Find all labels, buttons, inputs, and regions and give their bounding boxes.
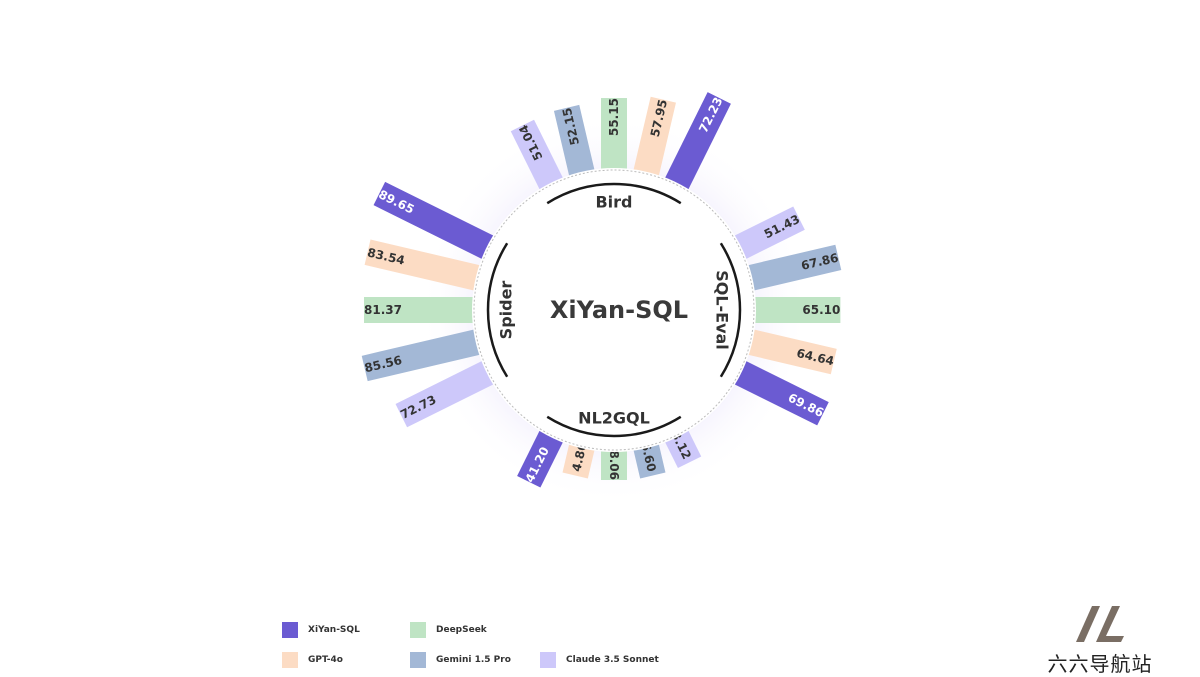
bar-sql-eval-gpt-4o [739,327,837,375]
legend-item-claude-3-5-sonnet: Claude 3.5 Sonnet [540,652,659,668]
bar-bird-claude-3-5-sonnet [510,119,567,198]
bar-spider-xiyan-sql [373,181,502,263]
category-arc-nl2gql [546,415,682,438]
category-label-bird: Bird [595,193,632,212]
category-arc-bird [546,182,682,205]
legend-label: GPT-4o [308,655,343,665]
bar-bird-gemini-1-5-pro [553,104,597,185]
center-dashed-ring [473,169,755,451]
category-labels: Bird SQL-Eval NL2GQL Spider [497,193,732,428]
category-label-spider: Spider [497,281,516,340]
legend: XiYan-SQL DeepSeek GPT-4o Gemini 1.5 Pro Cla… [282,622,702,672]
legend-label: Gemini 1.5 Pro [436,655,511,665]
bar-sql-eval-xiyan-sql [726,357,829,426]
category-arc-sql-eval [719,242,742,378]
legend-item-deepseek: DeepSeek [410,622,487,638]
legend-swatch [282,652,298,668]
bar-value-label: 55.15 [607,98,621,136]
watermark-text: 六六导航站 [1047,652,1153,676]
bar-sql-eval-claude-3-5-sonnet [726,206,805,263]
bars-layer: 51.04 52.15 55.15 57.95 72.2351.4367.8665.10… [361,92,842,488]
legend-item-gpt-4o: GPT-4o [282,652,343,668]
legend-item-gemini-1-5-pro: Gemini 1.5 Pro [410,652,511,668]
bar-spider-gpt-4o [364,239,489,293]
bar-spider-deepseek [364,297,483,323]
bar-spider-claude-3-5-sonnet [395,357,502,428]
logo-icon [1076,606,1124,642]
legend-label: XiYan-SQL [308,625,360,635]
category-label-nl2gql: NL2GQL [578,409,650,428]
chart-title: XiYan-SQL [550,296,688,324]
legend-swatch [410,652,426,668]
legend-item-xiyan-sql: XiYan-SQL [282,622,360,638]
bar-sql-eval-gemini-1-5-pro [739,244,842,293]
category-label-sql-eval: SQL-Eval [713,270,732,350]
bar-bird-gpt-4o [631,96,676,185]
center-disc [472,168,756,452]
legend-label: Claude 3.5 Sonnet [566,655,659,665]
bar-bird-deepseek [601,98,627,178]
legend-label: DeepSeek [436,625,487,635]
bar-bird-xiyan-sql [661,92,731,198]
bar-sql-eval-deepseek [746,297,841,323]
bar-value-label: 6.60 [638,441,658,473]
bar-value-label: 4.86 [569,441,589,473]
legend-swatch [282,622,298,638]
legend-swatch [540,652,556,668]
category-arcs [486,182,742,438]
bar-value-label: 65.10 [802,303,840,317]
bar-value-label: 81.37 [364,303,402,317]
category-arc-spider [486,242,509,378]
bar-spider-gemini-1-5-pro [361,327,489,382]
legend-swatch [410,622,426,638]
watermark-logo: 六六导航站 [1030,604,1170,676]
